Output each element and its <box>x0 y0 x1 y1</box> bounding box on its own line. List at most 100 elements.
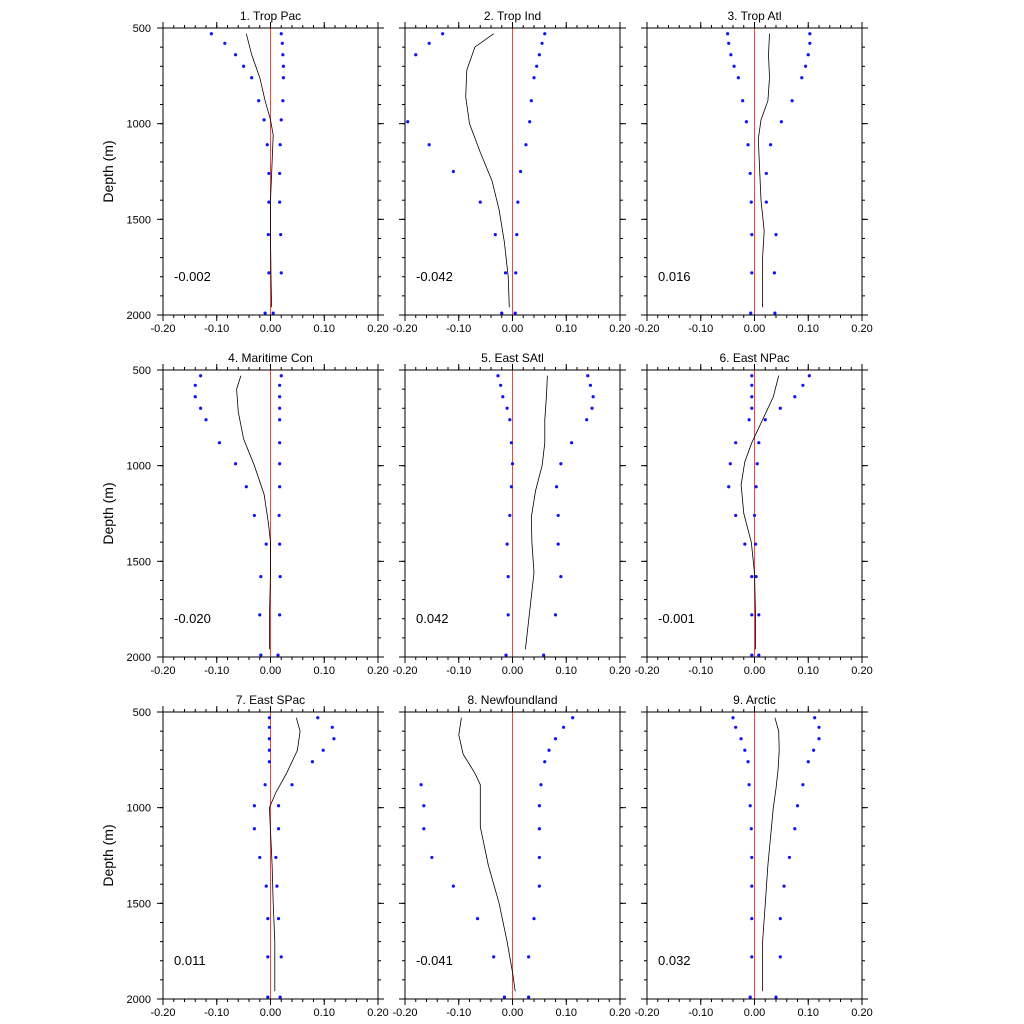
lower-bound-dot <box>209 32 213 36</box>
upper-bound-dot <box>773 311 777 315</box>
upper-bound-dot <box>278 462 282 466</box>
lower-bound-dot <box>746 143 750 147</box>
upper-bound-dot <box>752 513 757 518</box>
lower-bound-dot <box>731 716 735 720</box>
upper-bound-dot <box>330 725 334 729</box>
lower-bound-dot <box>506 613 510 617</box>
lower-bound-dot <box>414 53 418 57</box>
upper-bound-dot <box>278 575 282 579</box>
lower-bound-dot <box>267 725 272 729</box>
upper-bound-dot <box>543 32 547 36</box>
panel-title: 2. Trop Ind <box>484 9 541 23</box>
lower-bound-dot <box>492 955 496 959</box>
lower-bound-dot <box>510 462 515 466</box>
upper-bound-dot <box>553 737 558 741</box>
lower-bound-dot <box>505 406 509 410</box>
lower-bound-dot <box>750 884 754 888</box>
upper-bound-dot <box>559 462 563 466</box>
upper-bound-dot <box>782 884 786 888</box>
upper-bound-dot <box>527 995 531 999</box>
lower-bound-dot <box>233 53 238 57</box>
lower-bound-dot <box>267 200 271 204</box>
upper-bound-dot <box>278 441 282 445</box>
x-tick-label: 0.10 <box>314 665 335 677</box>
lower-bound-dot <box>430 855 434 860</box>
lower-bound-dot <box>750 917 754 921</box>
mean-profile-line <box>757 33 770 308</box>
upper-bound-dot <box>813 716 817 720</box>
panel-title: 4. Maritime Con <box>228 351 313 365</box>
upper-bound-dot <box>772 271 776 275</box>
upper-bound-dot <box>278 395 282 399</box>
lower-bound-dot <box>267 748 272 752</box>
panel-title: 3. Trop Atl <box>727 9 781 23</box>
lower-bound-dot <box>451 169 455 174</box>
upper-bound-dot <box>779 120 783 124</box>
lower-bound-dot <box>729 53 733 57</box>
upper-bound-dot <box>278 485 282 489</box>
upper-bound-dot <box>591 395 595 399</box>
lower-bound-dot <box>475 917 480 921</box>
upper-bound-dot <box>556 513 560 518</box>
x-tick-label: 0.00 <box>502 665 523 677</box>
lower-bound-dot <box>233 462 238 466</box>
panel-title: 1. Trop Pac <box>240 9 301 23</box>
lower-bound-dot <box>267 171 271 176</box>
lower-bound-dot <box>263 311 267 315</box>
y-tick-label: 1500 <box>127 898 151 910</box>
lower-bound-dot <box>502 995 507 999</box>
x-tick-label: -0.20 <box>392 665 417 677</box>
x-tick-label: 0.10 <box>798 1007 819 1019</box>
upper-bound-dot <box>275 884 279 888</box>
upper-bound-dot <box>537 53 541 57</box>
upper-bound-dot <box>817 725 821 729</box>
lower-bound-dot <box>748 995 752 999</box>
x-tick-label: -0.10 <box>688 323 713 335</box>
upper-bound-dot <box>532 76 536 80</box>
lower-bound-dot <box>258 613 262 617</box>
lower-bound-dot <box>493 233 497 237</box>
y-tick-label: 500 <box>133 23 151 35</box>
upper-bound-dot <box>547 748 551 752</box>
lower-bound-dot <box>252 804 256 808</box>
lower-bound-dot <box>508 418 512 422</box>
upper-bound-dot <box>528 120 532 124</box>
lower-bound-dot <box>478 200 482 204</box>
upper-bound-dot <box>276 917 281 921</box>
upper-bound-dot <box>754 575 758 579</box>
lower-bound-dot <box>508 513 512 518</box>
y-tick-label: 2000 <box>127 310 151 322</box>
upper-bound-dot <box>539 783 543 787</box>
upper-bound-dot <box>537 827 541 831</box>
upper-bound-dot <box>278 995 282 999</box>
x-tick-label: -0.10 <box>446 1007 471 1019</box>
y-tick-label: 1000 <box>127 461 151 473</box>
panel-stat-value: 0.032 <box>658 953 691 968</box>
y-axis-label: Depth (m) <box>100 482 116 544</box>
lower-bound-dot <box>267 737 272 741</box>
lower-bound-dot <box>265 143 269 147</box>
upper-bound-dot <box>588 383 593 387</box>
upper-bound-dot <box>585 418 589 422</box>
lower-bound-dot <box>193 383 197 387</box>
upper-bound-dot <box>808 41 812 45</box>
x-tick-label: 0.10 <box>314 323 335 335</box>
upper-bound-dot <box>757 441 761 445</box>
upper-bound-dot <box>276 827 281 831</box>
panel-9: 9. Arctic -0.20 -0.10 0.00 0.10 0.20 0.032 <box>634 693 872 1019</box>
lower-bound-dot <box>223 41 227 45</box>
lower-bound-dot <box>747 418 751 422</box>
mean-profile-line <box>762 717 780 992</box>
lower-bound-dot <box>748 804 752 808</box>
lower-bound-dot <box>244 485 248 489</box>
x-tick-label: 0.20 <box>367 323 388 335</box>
upper-bound-dot <box>279 955 283 959</box>
upper-bound-dot <box>795 804 800 808</box>
upper-bound-dot <box>532 917 536 921</box>
x-tick-label: -0.20 <box>392 323 417 335</box>
upper-bound-dot <box>279 118 283 122</box>
lower-bound-dot <box>199 374 203 378</box>
mean-profile-line <box>268 717 301 992</box>
upper-bound-dot <box>281 76 285 80</box>
lower-bound-dot <box>267 716 272 720</box>
